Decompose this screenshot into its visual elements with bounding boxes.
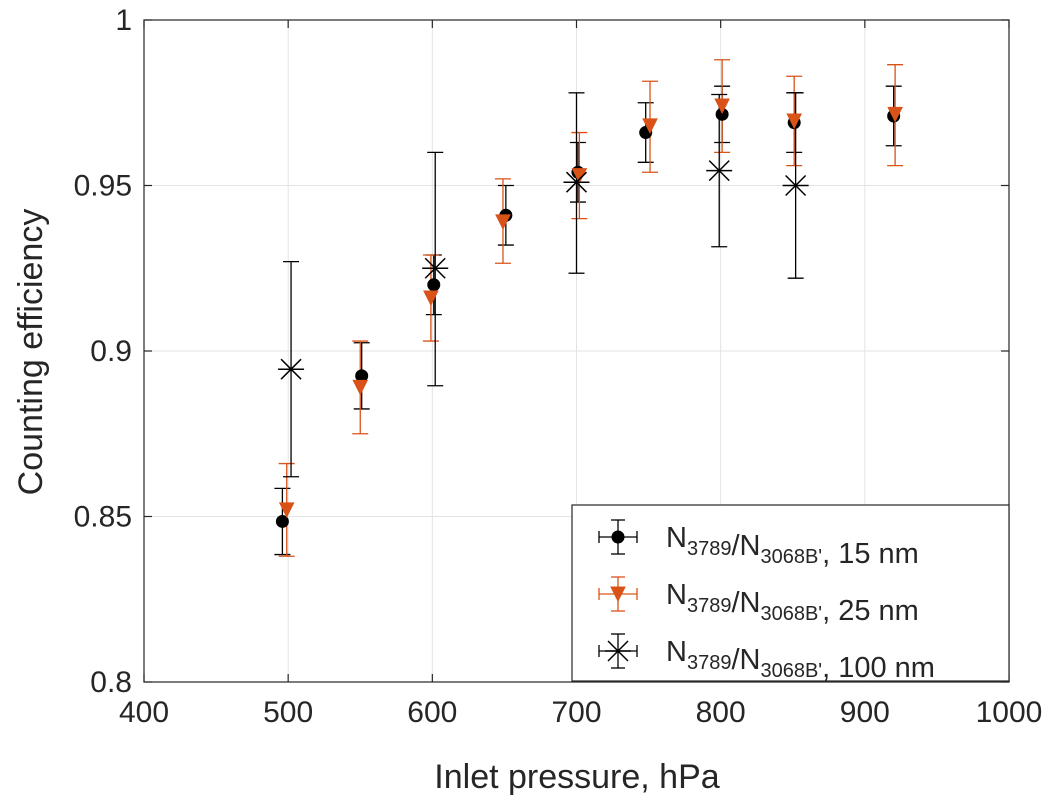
legend-subscript: 3789 — [687, 595, 732, 617]
legend-item-1: N3789/N3068B', 15 nm — [598, 519, 919, 570]
legend-item-2: N3789/N3068B', 25 nm — [598, 576, 919, 627]
legend-text-part: /N — [731, 587, 760, 619]
data-point — [714, 98, 730, 115]
data-point — [423, 290, 439, 307]
legend-label: N3789/N3068B', 25 nm — [666, 579, 919, 627]
legend-subscript: 3789 — [687, 538, 732, 560]
data-point — [278, 502, 295, 518]
data-point — [642, 118, 658, 135]
y-tick-label: 0.8 — [90, 666, 132, 699]
series-1-markers — [275, 107, 901, 528]
data-point — [422, 257, 449, 279]
legend-text-part: /N — [731, 644, 760, 676]
series-2-markers — [278, 98, 903, 518]
legend-subscript: 3789 — [687, 652, 732, 674]
x-tick-label: 900 — [840, 696, 890, 729]
data-point — [605, 640, 631, 662]
y-tick-label: 0.9 — [90, 335, 132, 368]
data-point — [887, 106, 903, 123]
y-tick-label: 0.85 — [74, 501, 132, 534]
legend-item-3: N3789/N3068B', 100 nm — [598, 633, 935, 684]
data-point — [278, 358, 305, 380]
data-point — [610, 586, 626, 603]
x-tick-label: 600 — [407, 696, 457, 729]
legend-text-part: , 25 nm — [822, 595, 919, 627]
series-2 — [278, 59, 904, 557]
data-point — [706, 160, 733, 182]
legend-label: N3789/N3068B', 100 nm — [666, 636, 935, 684]
x-tick-label: 1000 — [976, 696, 1043, 729]
legend-box — [571, 504, 1010, 682]
data-point — [786, 113, 803, 130]
legend-text-part: /N — [731, 530, 760, 562]
y-tick-label: 0.95 — [74, 170, 132, 203]
legend-subscript: 3068B' — [760, 603, 822, 625]
x-tick-label: 800 — [696, 696, 746, 729]
series-3 — [283, 92, 804, 478]
x-axis-title: Inlet pressure, hPa — [434, 758, 719, 796]
data-point — [563, 171, 590, 193]
data-point — [427, 278, 441, 292]
x-tick-label: 400 — [119, 696, 169, 729]
legend-text-part: N — [666, 579, 687, 611]
legend-subscript: 3068B' — [760, 546, 822, 568]
legend-text-part: N — [666, 522, 687, 554]
y-tick-label: 1 — [115, 4, 132, 37]
legend-text-part: , 100 nm — [822, 652, 935, 684]
series-1 — [274, 85, 902, 556]
data-point — [611, 530, 625, 544]
legend-text-part: N — [666, 636, 687, 668]
axes-layer: 400 500 600 700 800 900 1000 0.8 0.85 0.9 0.95 1 — [74, 4, 1043, 729]
legend-text-part: , 15 nm — [822, 538, 919, 570]
x-tick-label: 500 — [263, 696, 313, 729]
data-point — [352, 379, 369, 396]
data-point — [275, 514, 289, 528]
series-3-markers — [278, 160, 809, 380]
x-tick-label: 700 — [551, 696, 601, 729]
data-point — [782, 174, 809, 197]
data-point — [495, 214, 511, 231]
legend-label: N3789/N3068B', 15 nm — [666, 522, 919, 570]
legend-subscript: 3068B' — [760, 660, 822, 682]
data-layer — [274, 59, 904, 557]
y-axis-title: Counting efficiency — [12, 209, 50, 496]
